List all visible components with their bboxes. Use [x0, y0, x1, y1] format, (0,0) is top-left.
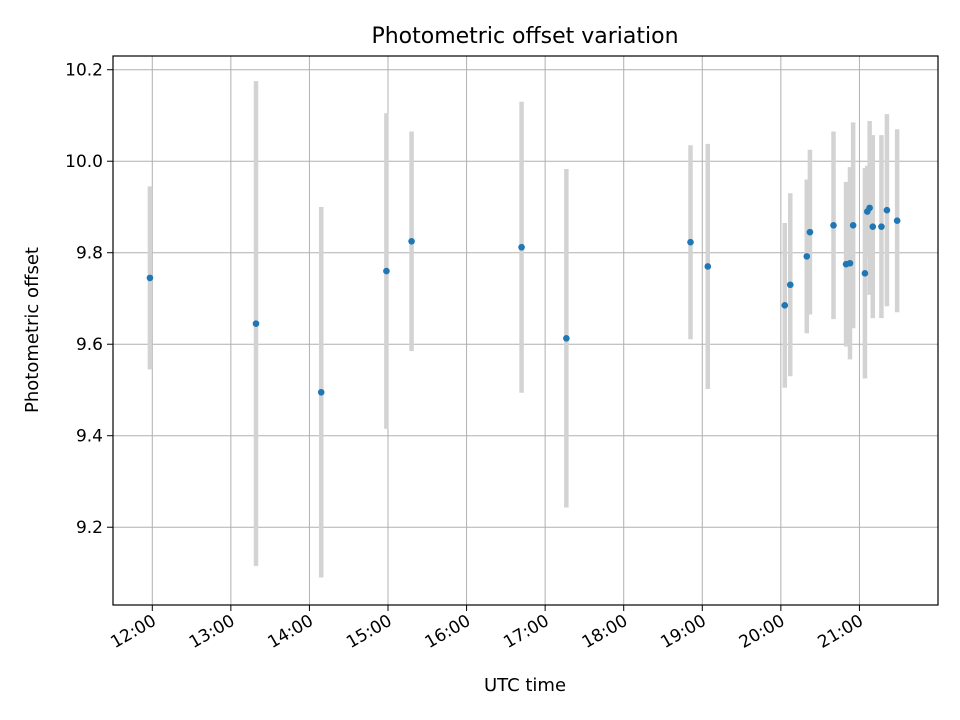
data-point: [803, 253, 811, 260]
data-points: [146, 204, 901, 396]
data-point: [878, 223, 885, 230]
data-point: [518, 243, 525, 251]
data-point: [687, 238, 694, 246]
data-point: [883, 206, 891, 214]
data-point: [866, 204, 873, 212]
y-tick-label: 9.8: [76, 244, 103, 264]
grid: [113, 56, 938, 605]
y-tick-label: 10.0: [65, 152, 103, 172]
y-axis-label: Photometric offset: [22, 247, 43, 413]
data-point: [846, 259, 854, 267]
y-axis-ticks: 9.2 9.4 9.6 9.8 10.0 10.2: [65, 61, 113, 538]
data-point: [861, 270, 869, 277]
y-tick-label: 9.4: [76, 427, 103, 447]
data-point: [849, 221, 857, 229]
data-point: [383, 267, 390, 275]
data-point: [806, 228, 814, 236]
data-point: [869, 223, 877, 230]
chart-title: Photometric offset variation: [371, 24, 678, 49]
y-tick-label: 10.2: [65, 61, 103, 81]
x-axis-label: UTC time: [484, 675, 566, 696]
data-point: [781, 302, 789, 309]
data-point: [563, 334, 570, 342]
data-point: [830, 221, 837, 229]
data-point: [317, 388, 325, 396]
data-point: [786, 281, 794, 289]
data-point: [252, 320, 260, 327]
data-point: [408, 237, 415, 245]
data-point: [893, 217, 901, 224]
y-tick-label: 9.2: [76, 518, 103, 538]
data-point: [704, 263, 712, 270]
data-point: [146, 274, 154, 282]
y-tick-label: 9.6: [76, 335, 103, 355]
plot-frame: [112, 55, 939, 606]
